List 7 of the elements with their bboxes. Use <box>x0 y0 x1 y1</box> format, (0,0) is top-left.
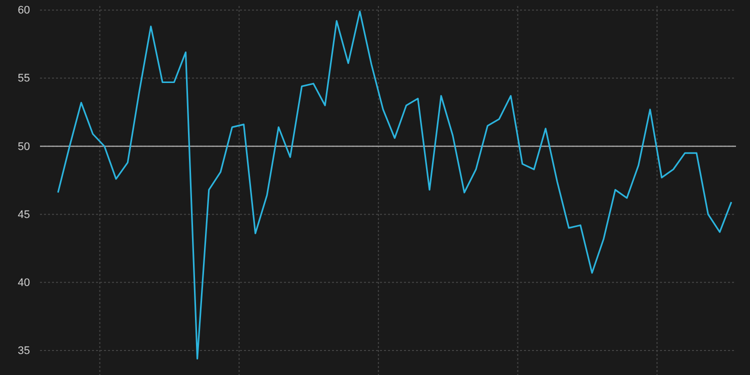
y-tick-label: 35 <box>18 345 30 358</box>
y-tick-label: 40 <box>18 276 30 289</box>
y-tick-label: 55 <box>18 72 30 85</box>
y-tick-label: 60 <box>18 4 30 17</box>
y-tick-label: 50 <box>18 140 30 153</box>
line-series <box>57 10 732 360</box>
y-tick-label: 45 <box>18 208 30 221</box>
